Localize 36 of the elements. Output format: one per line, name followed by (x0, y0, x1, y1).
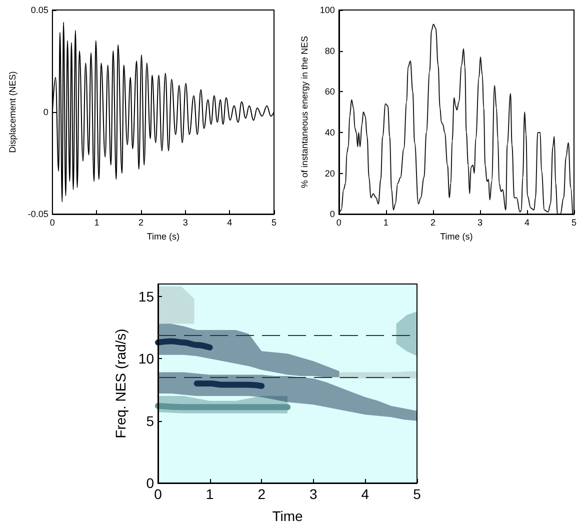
x-tick-label: 4 (524, 218, 530, 228)
x-tick-label: 4 (361, 486, 370, 502)
y-tick-label: 0 (43, 107, 48, 118)
y-tick-label: 20 (324, 168, 335, 178)
x-tick-label: 1 (206, 486, 214, 502)
x-tick-label: 2 (430, 218, 436, 228)
x-tick-label: 1 (383, 218, 388, 228)
y-tick-label: 5 (146, 412, 154, 429)
y-tick-label: 15 (138, 288, 154, 304)
y-tick-label: 100 (320, 5, 335, 15)
x-tick-label: 5 (271, 218, 277, 228)
x-axis-title: Time (s) (440, 232, 473, 242)
y-axis-title: Displacement (NES) (8, 71, 18, 153)
x-tick-label: 0 (50, 218, 55, 228)
y-tick-label: 0 (330, 209, 335, 220)
y-tick-label: 10 (138, 350, 154, 367)
y-tick-label: 60 (324, 86, 335, 97)
x-tick-label: 2 (138, 218, 144, 228)
y-tick-label: 0 (146, 475, 154, 491)
x-tick-label: 3 (182, 218, 188, 228)
x-tick-label: 2 (258, 486, 266, 502)
y-tick-label: -0.05 (28, 209, 48, 220)
x-tick-label: 1 (94, 218, 100, 228)
x-axis-title: Time (272, 508, 304, 524)
x-tick-label: 3 (310, 486, 318, 502)
x-tick-label: 0 (336, 218, 342, 228)
y-tick-label: 40 (324, 127, 335, 138)
x-tick-label: 3 (477, 218, 482, 228)
y-axis-title: % of instantaneous energy in the NES (300, 36, 310, 188)
y-axis-title: Freq. NES (rad/s) (112, 328, 129, 438)
x-tick-label: 5 (571, 218, 577, 228)
x-axis-title: Time (s) (146, 232, 180, 242)
x-tick-label: 5 (413, 486, 422, 502)
x-tick-label: 4 (227, 218, 232, 228)
y-tick-label: 80 (324, 46, 335, 56)
y-tick-label: 0.05 (30, 5, 48, 15)
